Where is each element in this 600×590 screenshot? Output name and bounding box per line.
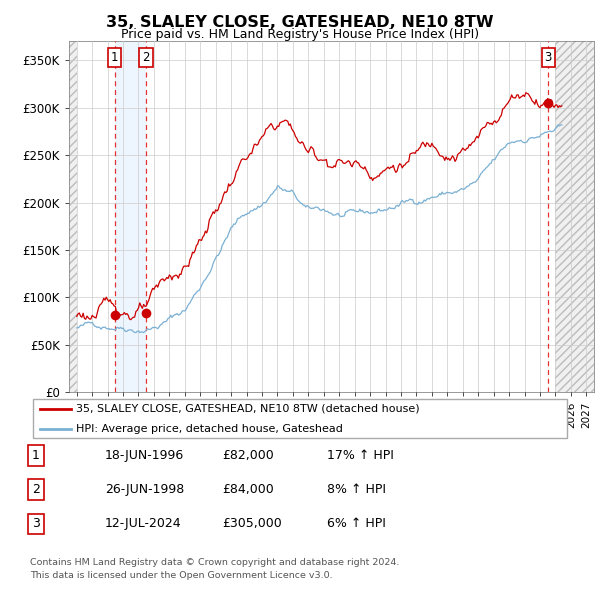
- Text: 8% ↑ HPI: 8% ↑ HPI: [327, 483, 386, 496]
- Text: 1: 1: [32, 449, 40, 462]
- Text: £82,000: £82,000: [222, 449, 274, 462]
- Text: 35, SLALEY CLOSE, GATESHEAD, NE10 8TW: 35, SLALEY CLOSE, GATESHEAD, NE10 8TW: [106, 15, 494, 30]
- Text: 18-JUN-1996: 18-JUN-1996: [105, 449, 184, 462]
- Text: 17% ↑ HPI: 17% ↑ HPI: [327, 449, 394, 462]
- FancyBboxPatch shape: [33, 399, 568, 438]
- Text: This data is licensed under the Open Government Licence v3.0.: This data is licensed under the Open Gov…: [30, 571, 332, 579]
- Text: 12-JUL-2024: 12-JUL-2024: [105, 517, 182, 530]
- Text: 2: 2: [142, 51, 149, 64]
- Bar: [115, 41, 146, 392]
- Text: 3: 3: [544, 51, 552, 64]
- Text: 3: 3: [32, 517, 40, 530]
- Text: 26-JUN-1998: 26-JUN-1998: [105, 483, 184, 496]
- Text: £305,000: £305,000: [222, 517, 282, 530]
- Text: 1: 1: [111, 51, 118, 64]
- Bar: [556, 41, 594, 392]
- Bar: [69, 41, 77, 392]
- Text: Price paid vs. HM Land Registry's House Price Index (HPI): Price paid vs. HM Land Registry's House …: [121, 28, 479, 41]
- Text: HPI: Average price, detached house, Gateshead: HPI: Average price, detached house, Gate…: [76, 424, 343, 434]
- Text: 6% ↑ HPI: 6% ↑ HPI: [327, 517, 386, 530]
- Text: 35, SLALEY CLOSE, GATESHEAD, NE10 8TW (detached house): 35, SLALEY CLOSE, GATESHEAD, NE10 8TW (d…: [76, 404, 419, 414]
- Text: Contains HM Land Registry data © Crown copyright and database right 2024.: Contains HM Land Registry data © Crown c…: [30, 558, 400, 566]
- Text: 2: 2: [32, 483, 40, 496]
- Text: £84,000: £84,000: [222, 483, 274, 496]
